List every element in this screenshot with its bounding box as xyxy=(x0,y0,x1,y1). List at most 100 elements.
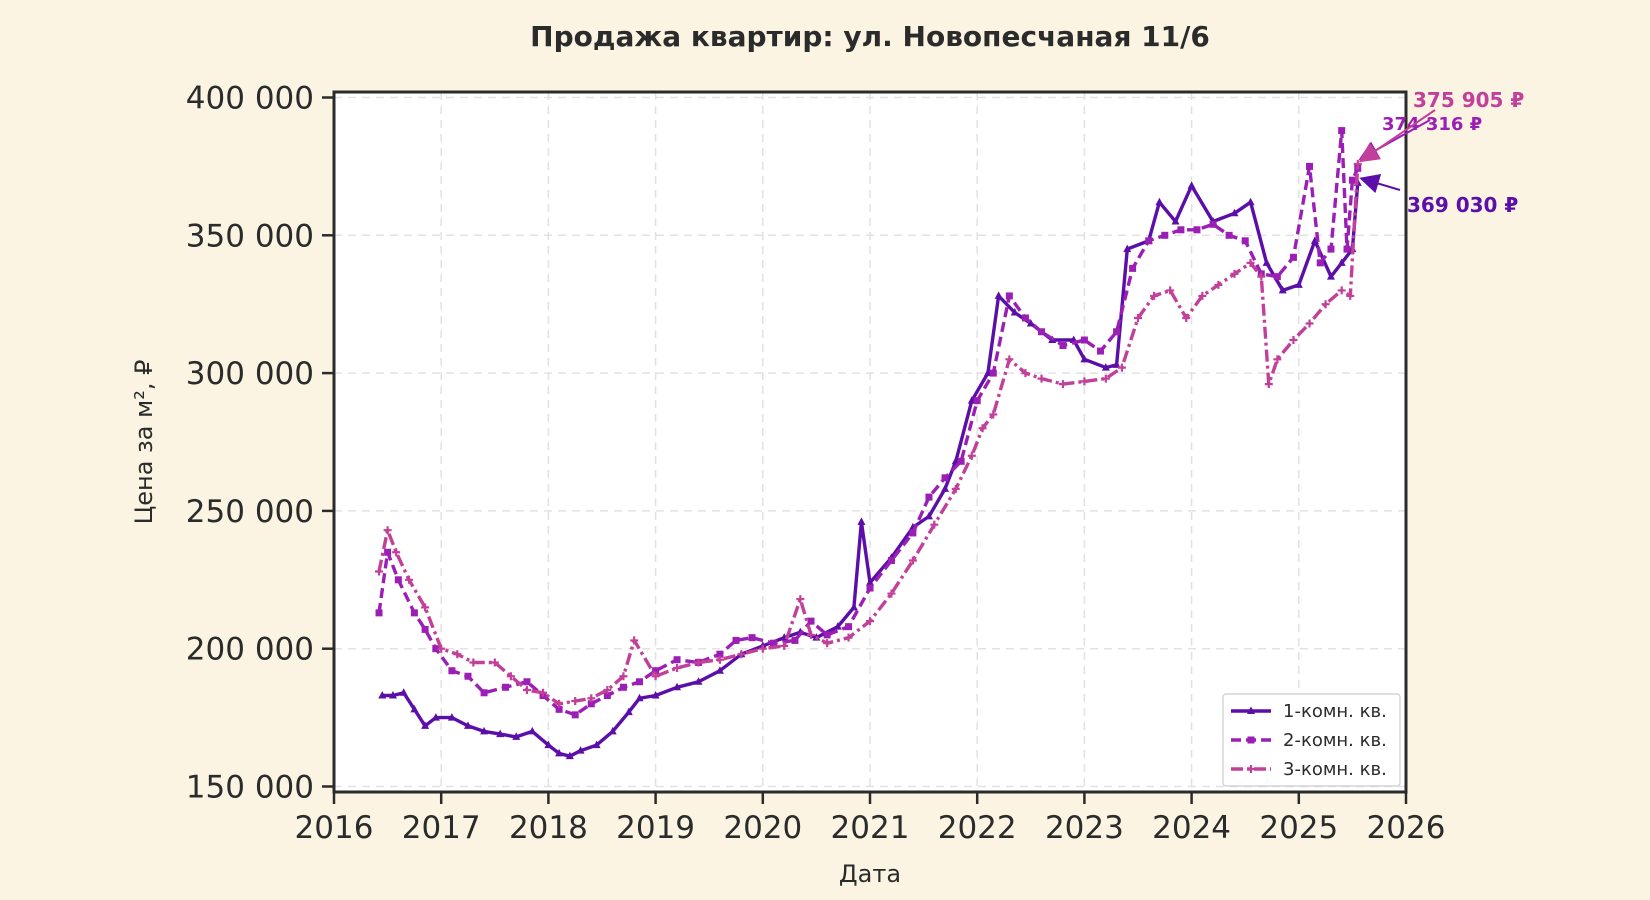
series-1-point-19 xyxy=(635,693,644,702)
x-axis-label: Дата xyxy=(839,860,901,888)
series-1-point-42 xyxy=(1026,318,1035,327)
series-3-point-36 xyxy=(989,410,998,419)
x-tick-label-4: 2020 xyxy=(723,810,802,846)
series-1-point-16 xyxy=(592,740,601,749)
series-2-point-26 xyxy=(807,617,815,625)
series-1-point-9 xyxy=(496,729,505,738)
series-2-point-33 xyxy=(941,474,949,482)
series-3-point-14 xyxy=(587,694,596,703)
series-2-point-55 xyxy=(1306,162,1314,170)
series-2-point-37 xyxy=(1005,292,1013,300)
series-2-point-49 xyxy=(1209,220,1217,228)
series-1-point-8 xyxy=(480,726,489,735)
y-tick-label-2: 250 000 xyxy=(186,494,314,530)
x-tick-label-9: 2025 xyxy=(1259,810,1338,846)
series-2-point-2 xyxy=(394,576,402,584)
series-3-point-17 xyxy=(630,636,639,645)
series-3-point-43 xyxy=(1117,363,1126,372)
series-1-point-18 xyxy=(624,707,633,716)
series-1-point-17 xyxy=(608,726,617,735)
series-2-point-54 xyxy=(1289,253,1297,261)
series-3-point-60 xyxy=(1353,159,1362,168)
series-3-point-49 xyxy=(1214,280,1223,289)
series-1-point-35 xyxy=(924,511,933,520)
series-2-point-6 xyxy=(448,667,456,675)
series-3-point-45 xyxy=(1150,291,1159,300)
series-2-point-3 xyxy=(410,609,418,617)
series-2-point-50 xyxy=(1225,231,1233,239)
x-tick-label-8: 2024 xyxy=(1152,810,1231,846)
series-2-point-17 xyxy=(636,678,644,686)
series-2-point-57 xyxy=(1327,245,1335,253)
series-1-point-1 xyxy=(388,691,397,699)
series-3-point-35 xyxy=(978,424,987,433)
series-1-point-50 xyxy=(1155,197,1164,206)
series-3-point-25 xyxy=(796,595,805,604)
series-2-point-4 xyxy=(421,625,429,633)
x-tick-label-2: 2018 xyxy=(509,810,588,846)
series-2-point-13 xyxy=(571,711,579,719)
legend-label-2: 2-комн. кв. xyxy=(1283,730,1387,751)
x-tick-label-6: 2022 xyxy=(938,810,1017,846)
series-3-point-46 xyxy=(1166,286,1175,295)
series-line-1 xyxy=(382,182,1360,758)
series-3-point-26 xyxy=(807,630,816,639)
series-1-point-3 xyxy=(410,704,419,713)
x-tick-label-5: 2021 xyxy=(831,810,910,846)
series-2-point-43 xyxy=(1113,328,1121,336)
series-3-point-5 xyxy=(437,644,446,653)
series-3-point-24 xyxy=(780,641,789,650)
series-3-point-8 xyxy=(490,658,499,667)
y-tick-label-1: 200 000 xyxy=(186,632,314,668)
series-2-point-35 xyxy=(973,397,981,405)
end-value-label-1: 369 030 ₽ xyxy=(1407,193,1518,217)
end-value-label-3: 375 905 ₽ xyxy=(1413,88,1524,112)
series-3-point-9 xyxy=(506,672,515,681)
series-1-point-22 xyxy=(694,677,703,685)
series-1-point-7 xyxy=(464,721,472,729)
series-2-point-7 xyxy=(464,672,472,680)
series-3-point-16 xyxy=(619,672,628,681)
series-3-point-0 xyxy=(375,567,384,576)
series-2-point-14 xyxy=(587,700,595,708)
series-1-point-55 xyxy=(1246,197,1255,206)
series-1-point-15 xyxy=(576,746,585,754)
series-2-point-23 xyxy=(748,634,756,642)
end-arrow-1 xyxy=(1359,173,1401,194)
y-axis: 150 000 200 000 250 000 300 000 350 000 400 0… xyxy=(186,81,334,805)
series-1-point-6 xyxy=(447,713,456,721)
series-2-point-51 xyxy=(1241,237,1249,245)
series-3-point-1 xyxy=(383,526,392,535)
series-1-point-4 xyxy=(421,721,430,729)
series-2-point-0 xyxy=(375,609,383,617)
series-2-point-38 xyxy=(1021,314,1029,322)
series-1-point-21 xyxy=(673,682,682,691)
y-tick-label-0: 150 000 xyxy=(186,769,314,805)
series-1-point-47 xyxy=(1112,360,1121,368)
x-axis: 2016 2017 2018 2019 2020 2021 2022 2023 2024 2025… xyxy=(295,792,1446,846)
series-2-point-42 xyxy=(1096,347,1104,355)
series-3-point-4 xyxy=(421,603,430,612)
series-1-point-14 xyxy=(565,751,574,760)
series-3-point-19 xyxy=(673,663,682,672)
series-2-point-30 xyxy=(887,557,895,565)
series-3-point-29 xyxy=(866,617,874,626)
series-1-point-36 xyxy=(941,484,950,492)
series-1-point-54 xyxy=(1230,208,1239,217)
series-1-point-32 xyxy=(866,578,874,586)
x-tick-label-10: 2026 xyxy=(1367,810,1446,846)
series-3-point-22 xyxy=(737,650,746,659)
series-2-point-18 xyxy=(652,667,660,675)
x-tick-label-7: 2023 xyxy=(1045,810,1124,846)
series-2-point-32 xyxy=(925,493,933,501)
series-1-point-51 xyxy=(1171,217,1180,225)
y-tick-label-4: 350 000 xyxy=(186,218,314,254)
series-1-point-48 xyxy=(1123,244,1132,253)
series-2-point-8 xyxy=(480,689,488,697)
series-1-point-23 xyxy=(715,666,724,674)
series-2-point-25 xyxy=(791,636,799,644)
series-1-point-5 xyxy=(431,713,440,721)
series-1-point-31 xyxy=(857,517,866,525)
series-3-point-23 xyxy=(758,644,767,653)
